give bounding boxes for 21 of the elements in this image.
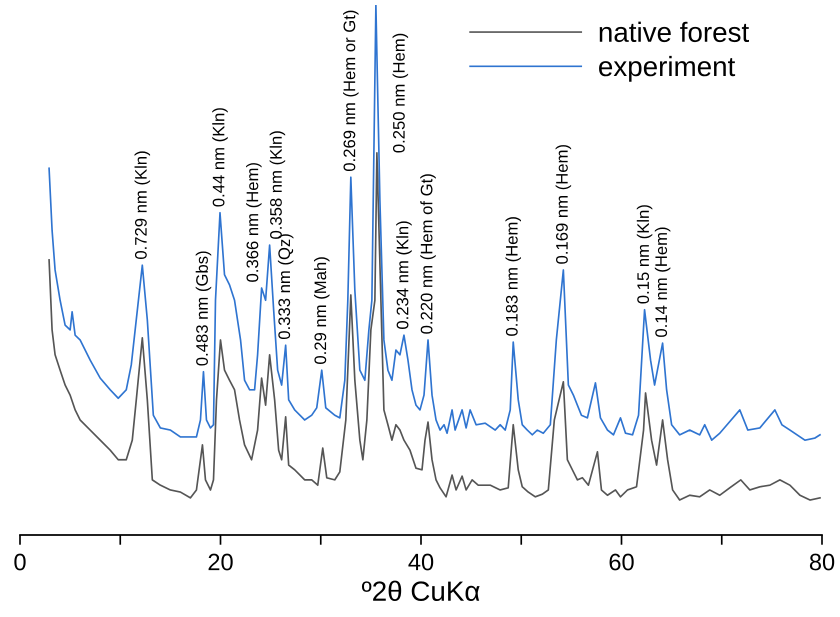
x-axis-title: º2θ CuKα [362, 580, 480, 602]
annotation: 0.169 nm (Hem) [556, 145, 572, 264]
annotation: 0.15 nm (Kln) [636, 205, 652, 304]
annotation: 0.483 nm (Gbs) [196, 251, 212, 366]
x-tick-label: 60 [610, 554, 634, 570]
legend-label: native forest [600, 22, 749, 42]
annotation: 0.44 nm (Kln) [212, 108, 228, 207]
annotation: 0.366 nm (Hem) [246, 163, 262, 282]
x-tick-label: 20 [208, 554, 233, 570]
annotation: 0.220 nm (Hem of Gt) [420, 174, 436, 334]
legend-label: experiment [599, 56, 736, 82]
annotation: 0.29 nm (Mah) [314, 257, 330, 364]
annotation: 0.234 nm (Kln) [396, 221, 412, 329]
x-tick-label: 0 [14, 554, 26, 570]
x-tick-label: 80 [810, 554, 834, 570]
annotation: 0.250 nm (Hem) [392, 34, 408, 153]
annotation: 0.729 nm (Kln) [134, 151, 150, 260]
annotation: 0.269 nm (Hem or Gt) [343, 10, 359, 172]
annotation: 0.183 nm (Hem) [505, 217, 521, 336]
annotation: 0.14 nm (Hem) [654, 227, 670, 337]
x-tick-label: 40 [408, 554, 434, 570]
